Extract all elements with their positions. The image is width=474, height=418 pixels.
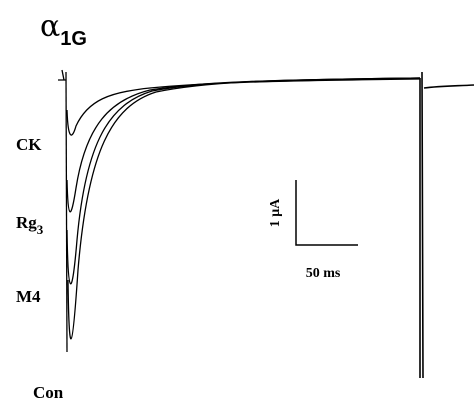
trace-label: CK bbox=[16, 135, 42, 154]
figure-title: α1G bbox=[40, 9, 87, 50]
title-sub: 1G bbox=[60, 28, 87, 50]
scale-bar bbox=[295, 180, 358, 246]
trace-rg3 bbox=[66, 77, 421, 213]
trace-label: Rg3 bbox=[16, 213, 44, 237]
trace-label-main: Con bbox=[33, 383, 64, 402]
trace-label-main: M4 bbox=[16, 287, 41, 306]
trace-label-sub: 3 bbox=[37, 222, 44, 237]
scale-y-label: 1 μA bbox=[268, 198, 283, 227]
stimulus-artifact bbox=[65, 71, 68, 353]
trace-label-main: Rg bbox=[16, 213, 37, 232]
trace-con bbox=[67, 77, 421, 340]
trace-label-main: CK bbox=[16, 135, 42, 154]
trace-ck bbox=[66, 78, 421, 136]
trace-label: M4 bbox=[16, 287, 41, 306]
scale-x-label: 50 ms bbox=[306, 266, 341, 281]
title-main: α bbox=[40, 9, 60, 44]
trace-label: Con bbox=[33, 383, 64, 402]
trace-m4 bbox=[66, 77, 421, 285]
baseline-start bbox=[58, 69, 66, 81]
end-artifact bbox=[419, 71, 474, 379]
